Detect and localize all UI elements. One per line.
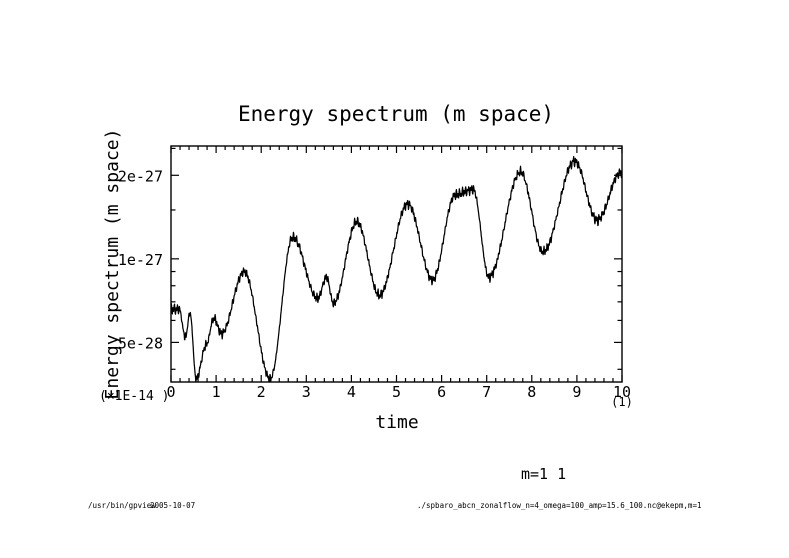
footer-source: ./spbaro_abcn_zonalflow_n=4_omega=100_am… [417, 501, 701, 510]
y-tick-labels: 5e-28 1e-27 2e-27 [118, 167, 163, 352]
x-tick-label: 3 [302, 383, 311, 401]
page-title: Energy spectrum (m space) [238, 102, 554, 126]
y-tick-label: 5e-28 [118, 334, 163, 352]
y-axis-label: Energy spectrum (m space) [102, 129, 123, 400]
x-tick-label: 9 [572, 383, 581, 401]
x-tick-labels: 0 1 2 3 4 5 6 7 8 9 10 [166, 383, 631, 401]
x-tick-label: 1 [212, 383, 221, 401]
x-tick-label: 0 [166, 383, 175, 401]
x-tick-label: 5 [392, 383, 401, 401]
plot-frame [170, 145, 623, 383]
footer-date: 2005-10-07 [150, 501, 195, 510]
x-tick-label: 7 [482, 383, 491, 401]
footer-program: /usr/bin/gpview [88, 501, 156, 510]
x-tick-label: 6 [437, 383, 446, 401]
x-tick-label: 10 [613, 383, 631, 401]
x-tick-label: 4 [347, 383, 356, 401]
y-tick-label: 1e-27 [118, 251, 163, 269]
data-series-line [171, 156, 622, 382]
legend-label: m=1 1 [521, 465, 566, 483]
x-tick-label: 8 [527, 383, 536, 401]
x-tick-label: 2 [257, 383, 266, 401]
x-axis-label: time [375, 412, 418, 433]
x-axis-multiplier: (1) [611, 395, 633, 409]
y-axis-multiplier: (×1E-14 ) [99, 389, 169, 404]
y-tick-label: 2e-27 [118, 167, 163, 185]
